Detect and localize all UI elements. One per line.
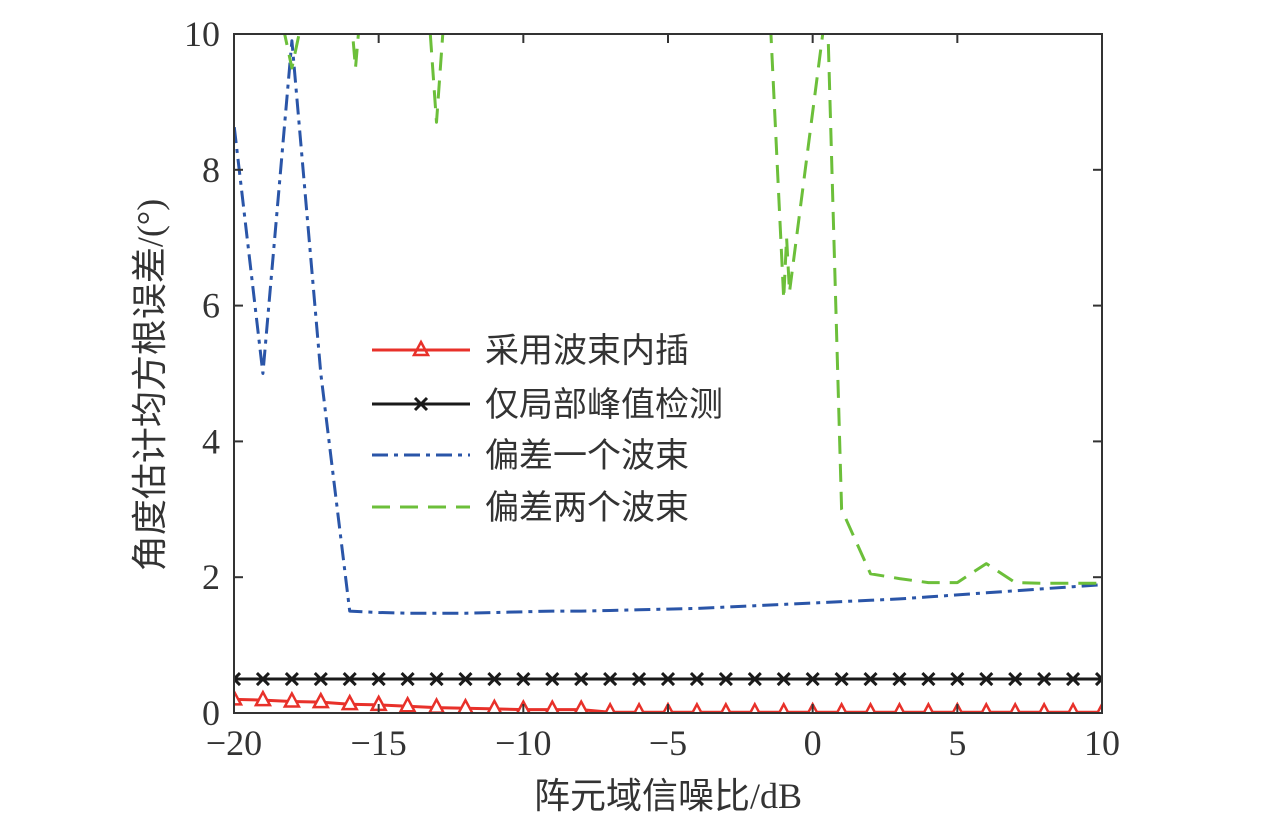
data-point-peak bbox=[863, 671, 878, 687]
data-point-peak bbox=[429, 671, 444, 687]
data-point-interp bbox=[282, 690, 301, 708]
data-point-peak bbox=[516, 671, 531, 687]
data-point-peak bbox=[718, 671, 733, 687]
data-point-interp bbox=[457, 697, 474, 713]
data-point-interp bbox=[748, 701, 761, 713]
x-tick-label: −20 bbox=[206, 723, 262, 763]
data-point-peak bbox=[776, 671, 791, 687]
data-point-interp bbox=[719, 701, 732, 713]
data-point-interp bbox=[632, 701, 646, 713]
x-tick-label: 10 bbox=[1084, 723, 1120, 763]
data-point-interp bbox=[398, 695, 417, 713]
data-point-peak bbox=[950, 671, 965, 687]
data-point-interp bbox=[893, 701, 906, 713]
data-point-interp bbox=[604, 701, 617, 713]
data-point-peak bbox=[632, 671, 647, 687]
y-axis-title: 角度估计均方根误差/(°) bbox=[130, 199, 170, 571]
x-tick-label: −5 bbox=[649, 723, 687, 763]
legend-label-one-beam: 偏差一个波束 bbox=[485, 437, 689, 475]
y-tick-label: 2 bbox=[202, 557, 220, 597]
data-point-interp bbox=[922, 701, 935, 713]
data-point-interp bbox=[234, 688, 244, 706]
x-axis-title: 阵元域信噪比/dB bbox=[534, 776, 802, 816]
plot-frame bbox=[233, 33, 1103, 714]
series-line-one-beam bbox=[234, 39, 1102, 615]
data-point-peak bbox=[892, 671, 907, 687]
data-point-peak bbox=[284, 671, 299, 687]
data-point-peak bbox=[574, 671, 589, 687]
legend-item-interp: 采用波束内插 bbox=[372, 332, 689, 370]
data-point-peak bbox=[834, 671, 849, 687]
y-tick-label: 6 bbox=[202, 286, 220, 326]
legend-item-one-beam: 偏差一个波束 bbox=[372, 437, 689, 475]
legend-item-peak: 仅局部峰值检测 bbox=[372, 386, 723, 424]
legend-marker-interp bbox=[411, 339, 431, 357]
x-tick-label: 0 bbox=[804, 723, 822, 763]
data-point-peak bbox=[805, 671, 820, 687]
data-point-peak bbox=[458, 671, 473, 687]
data-point-interp bbox=[835, 701, 848, 713]
data-point-interp bbox=[1066, 701, 1080, 713]
data-point-peak bbox=[313, 671, 328, 687]
ticks-layer: −20 −15 −10 −5 0 5 10 0 2 4 6 8 10 bbox=[184, 14, 1120, 763]
data-point-interp bbox=[1038, 701, 1051, 713]
data-point-peak bbox=[1037, 671, 1052, 687]
legend-label-two-beam: 偏差两个波束 bbox=[485, 489, 689, 527]
y-tick-label: 0 bbox=[202, 693, 220, 733]
x-tick-label: −10 bbox=[495, 723, 551, 763]
y-tick-label: 8 bbox=[202, 150, 220, 190]
data-point-peak bbox=[979, 671, 994, 687]
data-point-peak bbox=[660, 671, 676, 687]
data-point-peak bbox=[545, 671, 560, 687]
data-point-peak bbox=[1066, 671, 1081, 687]
data-point-interp bbox=[864, 701, 877, 713]
y-tick-label: 4 bbox=[202, 421, 220, 461]
data-point-interp bbox=[486, 698, 503, 713]
data-point-peak bbox=[689, 671, 704, 687]
data-point-peak bbox=[487, 671, 502, 687]
series-line-two-beam bbox=[283, 34, 1102, 585]
series-layer bbox=[234, 34, 1102, 713]
x-tick-label: 5 bbox=[948, 723, 966, 763]
data-point-interp bbox=[980, 701, 993, 713]
x-tick-label: −15 bbox=[351, 723, 407, 763]
data-point-interp bbox=[340, 693, 359, 711]
data-point-interp bbox=[573, 698, 589, 713]
y-tick-label: 10 bbox=[184, 14, 220, 54]
legend-label-peak: 仅局部峰值检测 bbox=[485, 386, 723, 424]
legend-label-interp: 采用波束内插 bbox=[485, 332, 689, 370]
data-point-interp bbox=[1095, 701, 1102, 713]
data-point-interp bbox=[253, 689, 273, 707]
legend-item-two-beam: 偏差两个波束 bbox=[372, 489, 689, 527]
data-point-peak bbox=[371, 671, 386, 687]
data-point-peak bbox=[1094, 671, 1102, 687]
data-point-peak bbox=[255, 671, 270, 687]
legend: 采用波束内插 仅局部峰值检测 偏差一个波束 偏差两个波束 bbox=[372, 332, 723, 527]
data-point-peak bbox=[747, 671, 762, 687]
data-point-interp bbox=[427, 696, 446, 713]
data-point-interp bbox=[311, 691, 330, 709]
data-point-peak bbox=[342, 671, 357, 687]
data-point-peak bbox=[400, 671, 415, 687]
data-point-interp bbox=[1009, 701, 1022, 713]
data-point-peak bbox=[603, 671, 618, 687]
data-point-peak bbox=[234, 671, 242, 687]
legend-marker-peak bbox=[413, 396, 429, 412]
data-point-peak bbox=[921, 671, 936, 687]
data-point-interp bbox=[544, 698, 560, 713]
data-point-interp bbox=[690, 701, 704, 713]
data-point-peak bbox=[1008, 671, 1023, 687]
data-point-interp bbox=[777, 701, 790, 713]
